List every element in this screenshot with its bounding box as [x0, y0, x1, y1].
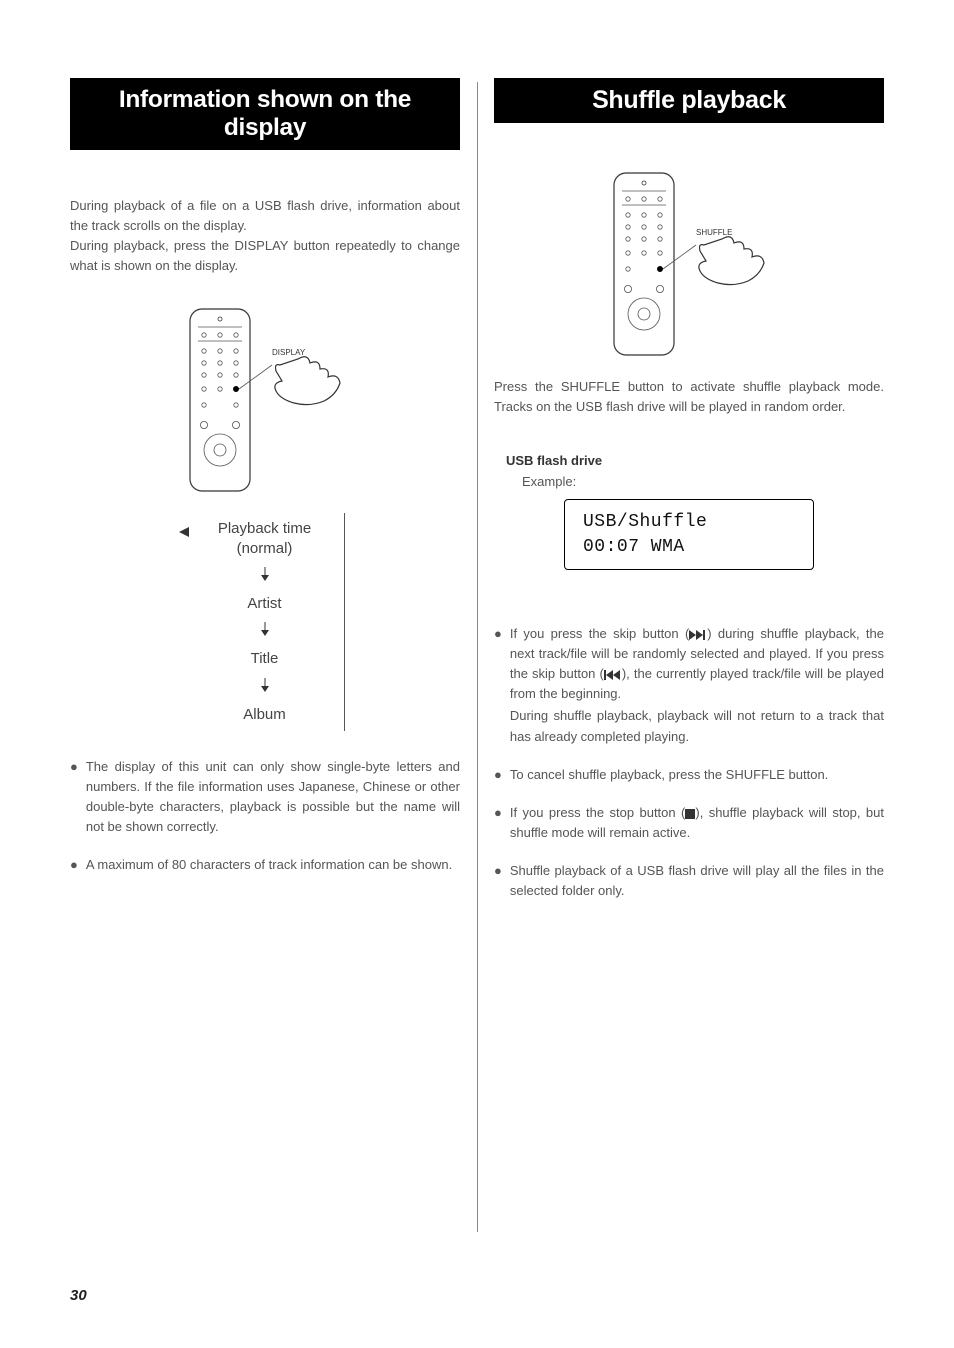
lcd-line-2: 00:07 WMA	[583, 535, 795, 559]
cycle-label-line1: Playback time	[218, 520, 311, 537]
right-intro: Press the SHUFFLE button to activate shu…	[494, 377, 884, 417]
stop-icon	[685, 805, 695, 820]
left-bullet-2: ● A maximum of 80 characters of track in…	[70, 855, 460, 875]
example-label: Example:	[522, 474, 884, 489]
left-bullet-2-text: A maximum of 80 characters of track info…	[86, 855, 460, 875]
bullet-dot-icon: ●	[494, 803, 502, 843]
bullet-dot-icon: ●	[494, 765, 502, 785]
right-column: Shuffle playback	[494, 78, 884, 919]
cycle-item-playback-time: Playback time (normal)	[185, 517, 344, 562]
left-bullet-1-text: The display of this unit can only show s…	[86, 757, 460, 838]
bullet-dot-icon: ●	[494, 861, 502, 901]
b3a: If you press the stop button (	[510, 805, 686, 820]
lcd-line-1: USB/Shuffle	[583, 510, 795, 534]
skip-back-icon	[604, 666, 622, 681]
left-heading: Information shown on the display	[70, 78, 460, 150]
bullet-dot-icon: ●	[70, 757, 78, 838]
down-arrow-icon	[185, 678, 344, 697]
right-bullet-4: ● Shuffle playback of a USB flash drive …	[494, 861, 884, 901]
page-number: 30	[70, 1287, 87, 1304]
right-heading: Shuffle playback	[494, 78, 884, 123]
bullet-dot-icon: ●	[70, 855, 78, 875]
left-intro-1: During playback of a file on a USB flash…	[70, 196, 460, 236]
cycle-item-artist: Artist	[185, 592, 344, 616]
right-bullet-4-text: Shuffle playback of a USB flash drive wi…	[510, 861, 884, 901]
display-cycle: Playback time (normal) Artist Title Albu…	[185, 513, 345, 731]
usb-subhead: USB flash drive	[506, 453, 884, 468]
right-bullet-1: ● If you press the skip button () during…	[494, 624, 884, 747]
right-bullet-3: ● If you press the stop button (), shuff…	[494, 803, 884, 843]
left-bullet-1: ● The display of this unit can only show…	[70, 757, 460, 838]
left-bullets: ● The display of this unit can only show…	[70, 757, 460, 876]
down-arrow-icon	[185, 622, 344, 641]
remote-display-label: DISPLAY	[272, 348, 306, 357]
remote-shuffle-figure: SHUFFLE	[494, 169, 884, 359]
right-bullet-1-para2: During shuffle playback, playback will n…	[510, 706, 884, 746]
skip-forward-icon	[689, 626, 707, 641]
right-bullets: ● If you press the skip button () during…	[494, 624, 884, 902]
down-arrow-icon	[185, 567, 344, 586]
lcd-example: USB/Shuffle 00:07 WMA	[564, 499, 814, 570]
cycle-item-album: Album	[185, 703, 344, 727]
right-bullet-3-text: If you press the stop button (), shuffle…	[510, 803, 884, 843]
right-bullet-2: ● To cancel shuffle playback, press the …	[494, 765, 884, 785]
column-divider	[477, 82, 478, 1232]
right-bullet-1-para1: If you press the skip button () during s…	[510, 624, 884, 705]
b1a: If you press the skip button (	[510, 626, 689, 641]
right-bullet-2-text: To cancel shuffle playback, press the SH…	[510, 765, 884, 785]
left-column: Information shown on the display During …	[70, 78, 460, 919]
remote-display-figure: DISPLAY	[70, 305, 460, 495]
left-intro-2: During playback, press the DISPLAY butto…	[70, 236, 460, 276]
remote-shuffle-label: SHUFFLE	[696, 228, 732, 237]
bullet-dot-icon: ●	[494, 624, 502, 747]
cycle-label-line2: (normal)	[237, 540, 293, 557]
cycle-item-title: Title	[185, 647, 344, 671]
